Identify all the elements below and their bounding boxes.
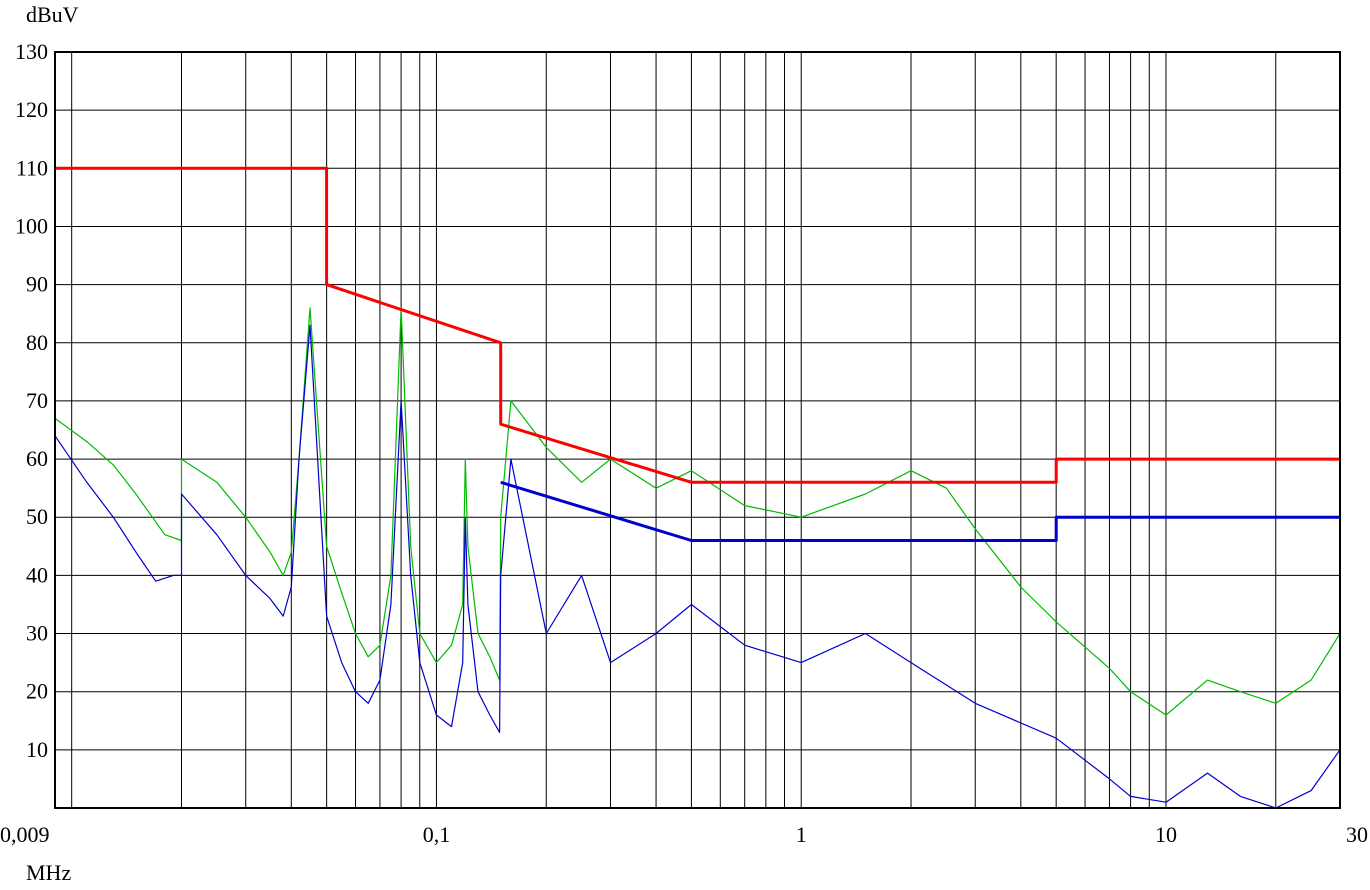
x-tick-label: 30 <box>1346 822 1368 847</box>
limit-line-1 <box>500 480 1340 542</box>
y-tick-label: 90 <box>26 272 48 297</box>
limit-line-0 <box>55 166 1340 484</box>
y-tick-label: 40 <box>26 562 48 587</box>
x-tick-label: 0,009 <box>0 822 50 847</box>
y-tick-label: 110 <box>16 155 48 180</box>
x-axis-label: MHz <box>26 860 71 885</box>
y-tick-label: 50 <box>26 504 48 529</box>
plot-frame <box>54 51 1341 809</box>
x-tick-label: 1 <box>796 822 807 847</box>
measurement-trace-3 <box>54 324 1341 809</box>
y-tick-label: 70 <box>26 388 48 413</box>
y-tick-label: 60 <box>26 446 48 471</box>
x-tick-labels: 0,009 0,1 1 10 30 <box>0 822 1368 847</box>
y-tick-label: 120 <box>15 97 48 122</box>
y-tick-labels: 10 20 30 40 50 60 70 80 90 100 110 120 130 <box>15 39 48 762</box>
series-group <box>54 166 1341 809</box>
y-tick-label: 20 <box>26 679 48 704</box>
y-tick-label: 100 <box>15 213 48 238</box>
x-tick-label: 10 <box>1155 822 1177 847</box>
y-tick-label: 130 <box>15 39 48 64</box>
y-axis-label: dBuV <box>26 2 79 27</box>
grid-lines <box>55 51 1341 808</box>
y-tick-label: 10 <box>26 737 48 762</box>
y-tick-label: 30 <box>26 621 48 646</box>
measurement-trace-2 <box>54 307 1341 716</box>
x-tick-label: 0,1 <box>423 822 451 847</box>
y-tick-label: 80 <box>26 330 48 355</box>
